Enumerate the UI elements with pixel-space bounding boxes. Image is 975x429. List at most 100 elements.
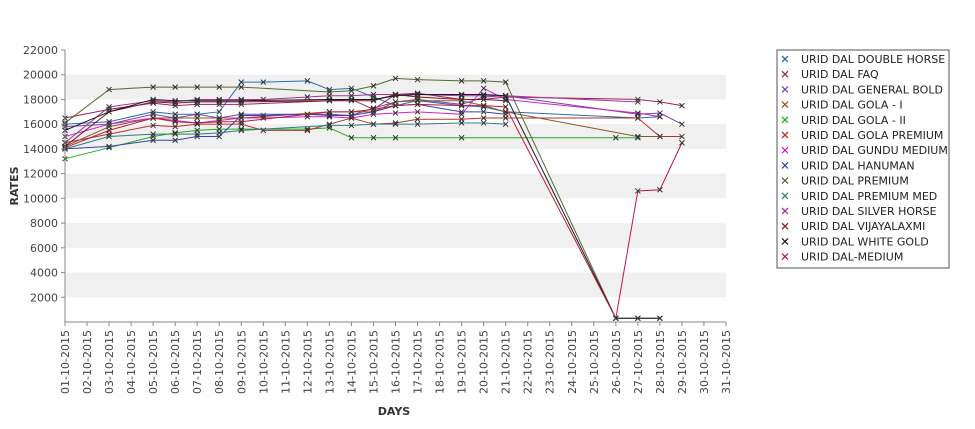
grid-band <box>65 223 726 248</box>
data-point <box>370 96 377 103</box>
data-point <box>458 111 465 118</box>
data-point <box>150 115 156 121</box>
data-point <box>392 75 399 82</box>
x-tick-label: 27-10-2015 <box>632 330 645 394</box>
data-point <box>370 108 377 115</box>
data-point <box>326 86 333 93</box>
data-point <box>458 78 465 84</box>
legend-label: URID DAL GOLA - II <box>801 114 906 127</box>
data-point <box>502 79 509 85</box>
legend-label: URID DAL-MEDIUM <box>801 251 903 264</box>
series-13 <box>62 91 663 322</box>
data-point <box>106 127 112 134</box>
data-point <box>480 102 487 109</box>
x-tick-label: 20-10-2015 <box>478 330 491 394</box>
data-point <box>458 120 465 126</box>
data-point <box>216 118 223 125</box>
data-point <box>106 133 112 140</box>
data-point <box>260 79 267 85</box>
data-point <box>194 84 201 90</box>
y-tick-label: 6000 <box>30 242 58 255</box>
data-point <box>502 104 509 110</box>
legend-label: URID DAL HANUMAN <box>801 159 915 172</box>
data-point <box>326 122 333 129</box>
data-point <box>414 116 421 123</box>
data-point <box>679 102 685 109</box>
x-tick-label: 21-10-2015 <box>500 330 513 394</box>
x-tick-label: 02-10-2015 <box>81 330 94 394</box>
x-tick-label: 23-10-2015 <box>544 330 557 394</box>
data-point <box>414 76 421 83</box>
y-axis-label: RATES <box>8 166 21 205</box>
data-point <box>216 129 223 136</box>
data-point <box>612 134 619 141</box>
data-point <box>150 122 156 129</box>
data-point <box>370 111 377 118</box>
data-point <box>370 106 377 113</box>
y-axis-ticks: 2000 4000 6000 8000 10000 12000 14000 16000 1800… <box>23 44 65 304</box>
y-tick-label: 14000 <box>23 143 58 156</box>
legend-item: URID DAL PREMIUM <box>781 175 909 188</box>
data-point <box>370 91 377 98</box>
data-point <box>502 121 509 128</box>
legend-item: URID DAL PREMIUM MED <box>781 190 937 203</box>
data-point <box>458 96 465 103</box>
data-point <box>392 134 399 141</box>
data-point <box>194 115 201 121</box>
y-tick-label: 2000 <box>30 291 58 304</box>
data-point <box>612 315 619 322</box>
data-point <box>370 134 377 141</box>
data-point <box>216 84 223 90</box>
x-tick-label: 25-10-2015 <box>588 330 601 394</box>
y-tick-label: 10000 <box>23 192 58 205</box>
legend-item: URID DAL GOLA PREMIUM <box>781 129 943 142</box>
x-tick-label: 29-10-2015 <box>676 330 689 394</box>
x-tick-label: 19-10-2015 <box>456 330 469 394</box>
x-tick-label: 28-10-2015 <box>654 330 667 394</box>
data-point <box>480 91 487 98</box>
data-point <box>348 134 355 141</box>
data-point <box>238 79 245 85</box>
y-tick-label: 12000 <box>23 168 58 181</box>
data-point <box>679 139 685 146</box>
data-point <box>635 110 641 116</box>
data-point <box>172 100 179 107</box>
x-tick-label: 30-10-2015 <box>698 330 711 394</box>
grid-bands <box>65 50 726 322</box>
x-tick-label: 14-10-2015 <box>345 330 358 394</box>
data-point <box>635 134 641 141</box>
data-point <box>326 108 333 115</box>
x-tick-label: 11-10-2015 <box>279 330 292 394</box>
data-point <box>304 127 311 134</box>
legend-item: URID DAL GENERAL BOLD <box>781 83 943 96</box>
legend-marker <box>781 177 789 185</box>
data-point <box>657 99 663 105</box>
legend: URID DAL DOUBLE HORSE URID DAL FAQ URID DA… <box>776 49 950 269</box>
legend-marker <box>781 253 789 261</box>
data-point <box>480 85 487 92</box>
grid-band <box>65 173 726 199</box>
data-point <box>238 118 245 125</box>
data-point <box>194 131 201 137</box>
data-point <box>326 96 333 103</box>
data-point <box>172 137 179 144</box>
y-tick-label: 22000 <box>23 44 58 57</box>
series-line <box>64 94 638 144</box>
x-axis-ticks: 01-10-2015 02-10-2015 03-10-2015 04-10-2015… <box>59 322 733 394</box>
legend-item: URID DAL SILVER HORSE <box>781 205 937 218</box>
legend-item: URID DAL GUNDU MEDIUM <box>781 144 948 157</box>
legend-marker <box>781 207 789 215</box>
data-point <box>238 97 245 104</box>
data-point <box>635 96 641 103</box>
data-point <box>172 123 179 130</box>
data-point <box>150 137 156 144</box>
series-layer <box>62 75 685 322</box>
data-point <box>480 115 487 121</box>
legend-label: URID DAL WHITE GOLD <box>801 235 929 248</box>
data-point <box>238 121 245 128</box>
legend-label: URID DAL DOUBLE HORSE <box>801 53 945 66</box>
data-point <box>370 121 377 128</box>
data-point <box>348 96 355 103</box>
data-point <box>657 133 663 140</box>
data-point <box>304 78 311 84</box>
